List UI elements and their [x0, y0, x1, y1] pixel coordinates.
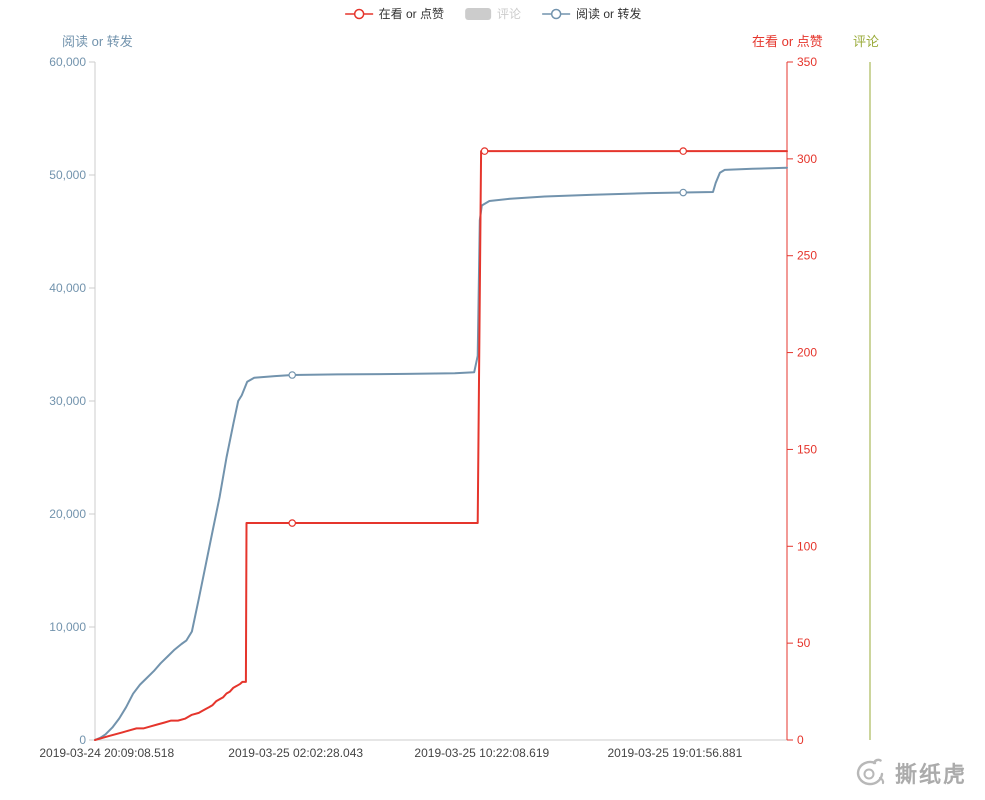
legend-label-comments: 评论: [496, 7, 522, 21]
svg-text:350: 350: [797, 55, 817, 69]
svg-text:2019-03-25 10:22:08.619: 2019-03-25 10:22:08.619: [414, 746, 549, 760]
chart-legend: 在看 or 点赞 评论 阅读 or 转发: [344, 5, 641, 22]
svg-text:100: 100: [797, 539, 817, 553]
line-circle-legend-icon: [542, 8, 571, 19]
rect-legend-icon: [464, 7, 491, 20]
left-axis-title: 阅读 or 转发: [62, 34, 133, 49]
legend-item-likes[interactable]: 在看 or 点赞: [344, 5, 444, 22]
svg-text:30,000: 30,000: [49, 394, 86, 408]
svg-text:200: 200: [797, 346, 817, 360]
svg-text:250: 250: [797, 249, 817, 263]
svg-text:2019-03-24 20:09:08.518: 2019-03-24 20:09:08.518: [39, 746, 174, 760]
watermark: 撕纸虎: [849, 756, 967, 790]
comment-axis-title: 评论: [853, 34, 880, 49]
svg-text:60,000: 60,000: [49, 55, 86, 69]
svg-text:50: 50: [797, 636, 811, 650]
svg-text:0: 0: [797, 733, 804, 747]
svg-text:2019-03-25 02:02:28.043: 2019-03-25 02:02:28.043: [228, 746, 363, 760]
legend-item-reads[interactable]: 阅读 or 转发: [541, 5, 641, 22]
paper-tiger-logo-icon: [856, 758, 885, 786]
svg-text:0: 0: [79, 733, 86, 747]
line-circle-legend-icon: [344, 8, 373, 19]
right-axis-title: 在看 or 点赞: [752, 34, 823, 49]
svg-text:150: 150: [797, 442, 817, 456]
watermark-text: 撕纸虎: [894, 762, 967, 787]
svg-text:40,000: 40,000: [49, 281, 86, 295]
svg-text:20,000: 20,000: [49, 507, 86, 521]
svg-text:10,000: 10,000: [49, 620, 86, 634]
svg-text:2019-03-25 19:01:56.881: 2019-03-25 19:01:56.881: [607, 746, 742, 760]
legend-label-likes: 在看 or 点赞: [378, 7, 444, 21]
legend-item-comments[interactable]: 评论: [464, 5, 521, 22]
svg-text:300: 300: [797, 152, 817, 166]
svg-text:50,000: 50,000: [49, 168, 86, 182]
legend-label-reads: 阅读 or 转发: [576, 7, 642, 21]
